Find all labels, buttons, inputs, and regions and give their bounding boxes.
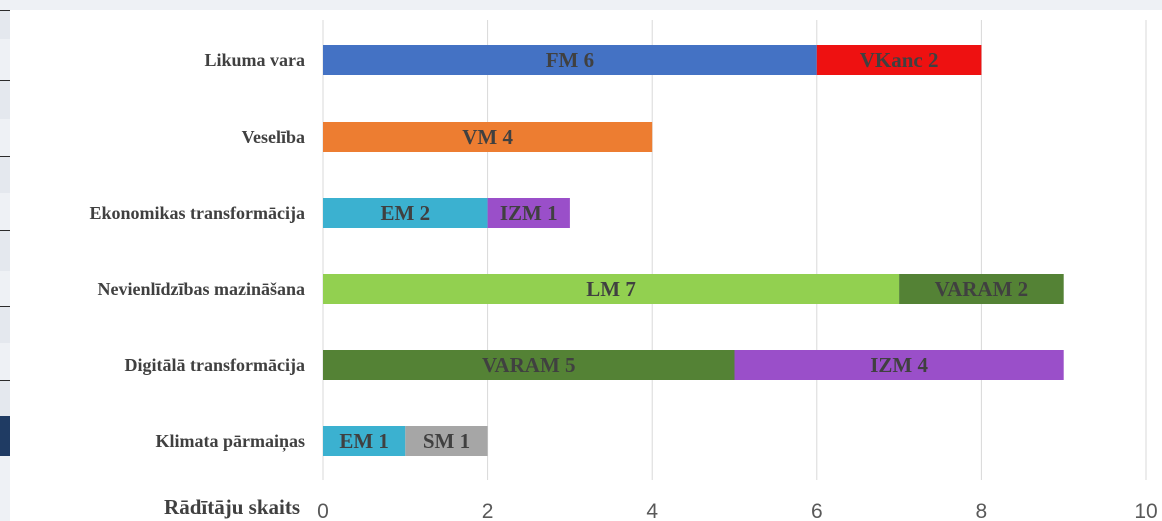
- data-label: FM 6: [546, 48, 594, 72]
- data-label: VARAM 5: [482, 353, 576, 377]
- background-window-strip: [0, 156, 10, 193]
- bar-segment: [323, 426, 406, 456]
- data-label: VM 4: [462, 125, 513, 149]
- category-label: Ekonomikas transformācija: [90, 203, 306, 223]
- bar-segment: [734, 350, 1064, 380]
- bar-segment: [487, 198, 570, 228]
- data-label: SM 1: [423, 429, 470, 453]
- category-label: Veselība: [242, 127, 305, 147]
- chart-frame: Likuma vara FM 6 VKanc 2 Veselība VM 4 Ekonom…: [10, 10, 1162, 521]
- stacked-bar-chart: Likuma vara FM 6 VKanc 2 Veselība VM 4 Ekonom…: [90, 20, 1158, 521]
- bar-segment: [323, 198, 488, 228]
- data-label: EM 1: [339, 429, 389, 453]
- background-window-strip: [0, 306, 10, 343]
- data-label: LM 7: [586, 277, 636, 301]
- data-label: IZM 1: [500, 201, 558, 225]
- category-label: Likuma vara: [204, 50, 305, 70]
- bar-segment: [323, 274, 900, 304]
- x-tick-label: 2: [482, 500, 494, 521]
- x-tick-label: 10: [1134, 500, 1157, 521]
- category-label: Nevienlīdzības mazināšana: [97, 279, 305, 299]
- data-label: EM 2: [381, 201, 431, 225]
- bar-segment: [323, 350, 735, 380]
- background-window-strip: [0, 80, 10, 119]
- x-tick-label: 6: [811, 500, 823, 521]
- x-tick-label: 4: [646, 500, 658, 521]
- data-label: VKanc 2: [860, 48, 939, 72]
- category-label: Klimata pārmaiņas: [155, 431, 305, 452]
- category-label: Digitālā transformācija: [125, 355, 305, 375]
- background-window-strip: [0, 10, 10, 39]
- data-label: IZM 4: [870, 353, 928, 377]
- bar-segment: [816, 45, 982, 75]
- data-label: VARAM 2: [935, 277, 1029, 301]
- x-tick-label: 0: [317, 500, 329, 521]
- x-axis-label: Rādītāju skaits: [164, 495, 300, 519]
- background-window-strip-dark: [0, 416, 10, 456]
- bar-segment: [899, 274, 1064, 304]
- bar-segment: [405, 426, 488, 456]
- background-window-strip: [0, 380, 10, 417]
- bar-segment: [323, 122, 653, 152]
- x-tick-label: 8: [976, 500, 988, 521]
- bar-segment: [323, 45, 817, 75]
- background-window-strip: [0, 230, 10, 271]
